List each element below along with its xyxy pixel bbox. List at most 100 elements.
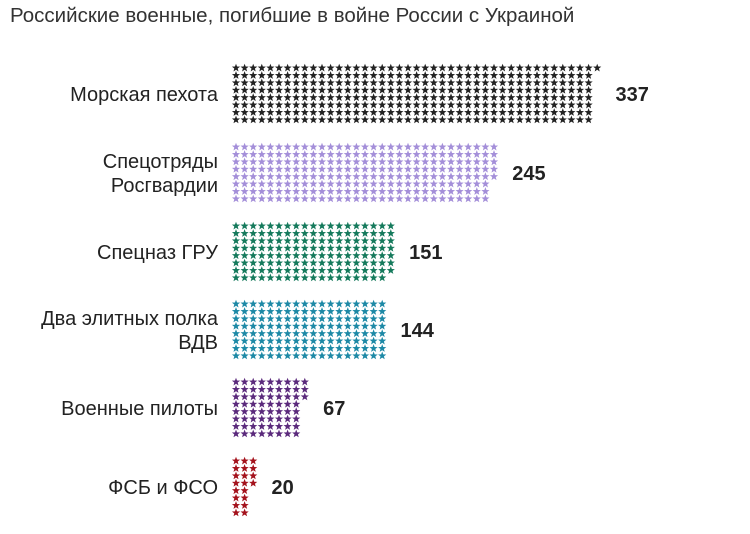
unit-star xyxy=(249,307,258,315)
unit-star xyxy=(369,314,378,323)
unit-star xyxy=(421,85,430,94)
unit-star xyxy=(240,266,249,274)
unit-star xyxy=(300,187,309,195)
unit-star xyxy=(240,493,249,502)
unit-star xyxy=(240,407,249,416)
unit-star xyxy=(266,157,275,166)
unit-star xyxy=(231,243,241,252)
unit-star xyxy=(421,187,430,195)
unit-star xyxy=(300,142,309,151)
unit-star xyxy=(274,194,284,203)
unit-star xyxy=(343,150,352,158)
unit-star xyxy=(446,63,456,72)
unit-star xyxy=(369,266,378,274)
unit-star xyxy=(266,385,275,393)
unit-star xyxy=(257,314,266,323)
unit-star xyxy=(283,164,292,173)
unit-star xyxy=(292,329,301,338)
unit-star xyxy=(300,172,309,181)
unit-star xyxy=(249,266,258,274)
unit-star xyxy=(575,108,585,116)
unit-star xyxy=(257,63,266,72)
unit-star xyxy=(335,221,344,230)
unit-star xyxy=(335,314,344,323)
unit-star xyxy=(386,164,395,173)
unit-star xyxy=(317,100,327,109)
unit-star xyxy=(524,85,533,94)
unit-star xyxy=(300,351,309,360)
unit-star xyxy=(292,336,301,345)
unit-star xyxy=(421,78,430,87)
unit-star xyxy=(283,258,292,267)
unit-star xyxy=(317,236,327,245)
unit-star xyxy=(266,221,275,230)
unit-star xyxy=(231,164,241,173)
unit-star xyxy=(317,179,327,188)
unit-star xyxy=(558,85,567,94)
unit-star xyxy=(429,78,438,87)
unit-star xyxy=(240,377,249,386)
unit-star xyxy=(558,63,567,72)
unit-star xyxy=(403,194,413,203)
unit-star xyxy=(369,142,378,151)
unit-star xyxy=(421,63,430,72)
unit-star xyxy=(274,108,284,116)
unit-star xyxy=(240,273,249,282)
unit-star xyxy=(257,157,266,166)
unit-star xyxy=(292,273,301,282)
unit-star xyxy=(257,321,266,330)
unit-star xyxy=(438,179,447,188)
unit-star xyxy=(292,414,301,423)
unit-star xyxy=(541,78,550,87)
unit-star xyxy=(309,321,318,330)
unit-star xyxy=(455,115,464,124)
unit-star xyxy=(386,78,395,87)
unit-star xyxy=(309,115,318,124)
unit-star xyxy=(369,299,378,308)
unit-star xyxy=(309,187,318,195)
unit-star xyxy=(231,314,241,323)
unit-star xyxy=(274,377,284,386)
unit-star xyxy=(507,78,516,87)
unit-star xyxy=(249,115,258,124)
unit-star xyxy=(446,142,456,151)
unit-star xyxy=(481,187,490,195)
unit-star xyxy=(395,93,404,102)
unit-star xyxy=(335,100,344,109)
unit-star xyxy=(309,336,318,345)
unit-star xyxy=(309,85,318,94)
unit-star xyxy=(360,299,370,308)
unit-star xyxy=(352,329,361,338)
unit-star xyxy=(292,307,301,315)
unit-star xyxy=(481,100,490,109)
unit-star xyxy=(274,221,284,230)
unit-star xyxy=(309,236,318,245)
unit-star xyxy=(231,266,241,274)
unit-star xyxy=(283,377,292,386)
unit-star xyxy=(335,321,344,330)
unit-star xyxy=(386,236,395,245)
unit-star xyxy=(352,229,361,237)
unit-star xyxy=(386,150,395,158)
value-label: 144 xyxy=(401,320,435,342)
unit-star xyxy=(343,251,352,260)
unit-star xyxy=(274,299,284,308)
unit-star xyxy=(317,172,327,181)
unit-star xyxy=(231,236,241,245)
unit-star xyxy=(326,157,335,166)
unit-star xyxy=(317,78,327,87)
unit-star xyxy=(231,478,241,487)
unit-star xyxy=(309,194,318,203)
unit-star xyxy=(524,115,533,124)
unit-star xyxy=(352,336,361,345)
unit-star xyxy=(240,172,249,181)
unit-star xyxy=(292,71,301,79)
unit-star xyxy=(309,243,318,252)
unit-star xyxy=(412,115,421,124)
unit-star xyxy=(231,194,241,203)
unit-star xyxy=(378,85,387,94)
unit-star xyxy=(274,157,284,166)
unit-star xyxy=(403,100,413,109)
unit-star xyxy=(369,243,378,252)
unit-star xyxy=(283,150,292,158)
